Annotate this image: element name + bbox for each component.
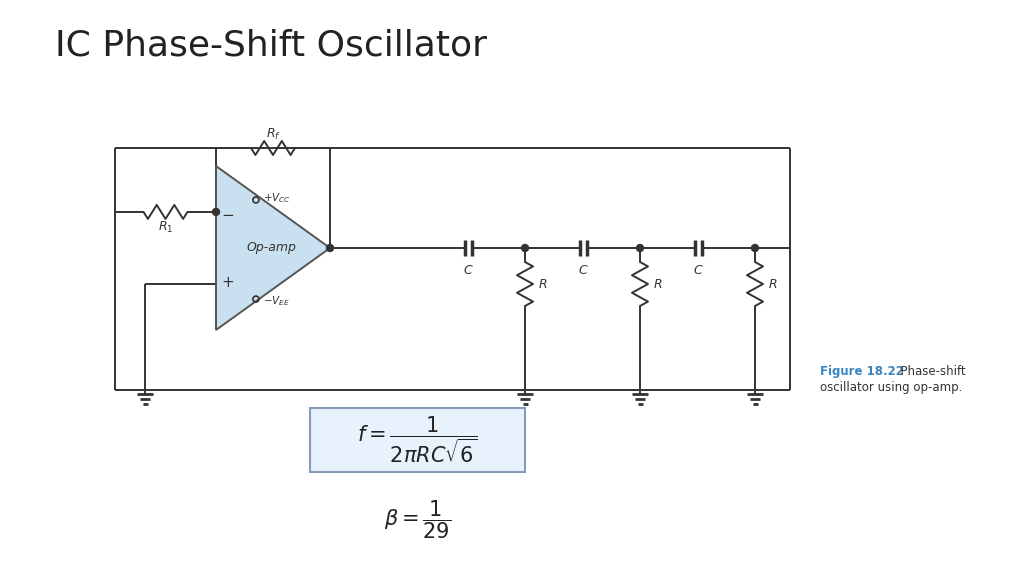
Text: IC Phase-Shift Oscillator: IC Phase-Shift Oscillator — [55, 28, 487, 62]
Text: $\beta = \dfrac{1}{29}$: $\beta = \dfrac{1}{29}$ — [384, 499, 452, 541]
Circle shape — [521, 244, 528, 252]
Text: $R_1$: $R_1$ — [158, 221, 173, 236]
Text: $R$: $R$ — [768, 278, 777, 290]
Text: $-V_{EE}$: $-V_{EE}$ — [263, 294, 290, 308]
Text: $C$: $C$ — [578, 263, 589, 276]
Circle shape — [637, 244, 643, 252]
FancyBboxPatch shape — [310, 408, 525, 472]
Text: oscillator using op-amp.: oscillator using op-amp. — [820, 381, 963, 394]
Circle shape — [752, 244, 759, 252]
Text: $C$: $C$ — [463, 263, 473, 276]
Text: Figure 18.22: Figure 18.22 — [820, 365, 904, 378]
Text: Phase-shift: Phase-shift — [893, 365, 966, 378]
Text: $+V_{CC}$: $+V_{CC}$ — [263, 191, 291, 205]
Text: $C$: $C$ — [692, 263, 703, 276]
Text: $R$: $R$ — [653, 278, 663, 290]
Circle shape — [213, 209, 219, 215]
Text: $-$: $-$ — [221, 206, 234, 221]
Text: $+$: $+$ — [221, 275, 234, 290]
Text: $R$: $R$ — [538, 278, 548, 290]
Text: $f = \dfrac{1}{2\pi RC\sqrt{6}}$: $f = \dfrac{1}{2\pi RC\sqrt{6}}$ — [357, 415, 478, 465]
Text: $R_f$: $R_f$ — [265, 127, 281, 142]
Polygon shape — [216, 166, 330, 330]
Text: Op-amp: Op-amp — [246, 241, 296, 255]
Circle shape — [327, 244, 334, 252]
